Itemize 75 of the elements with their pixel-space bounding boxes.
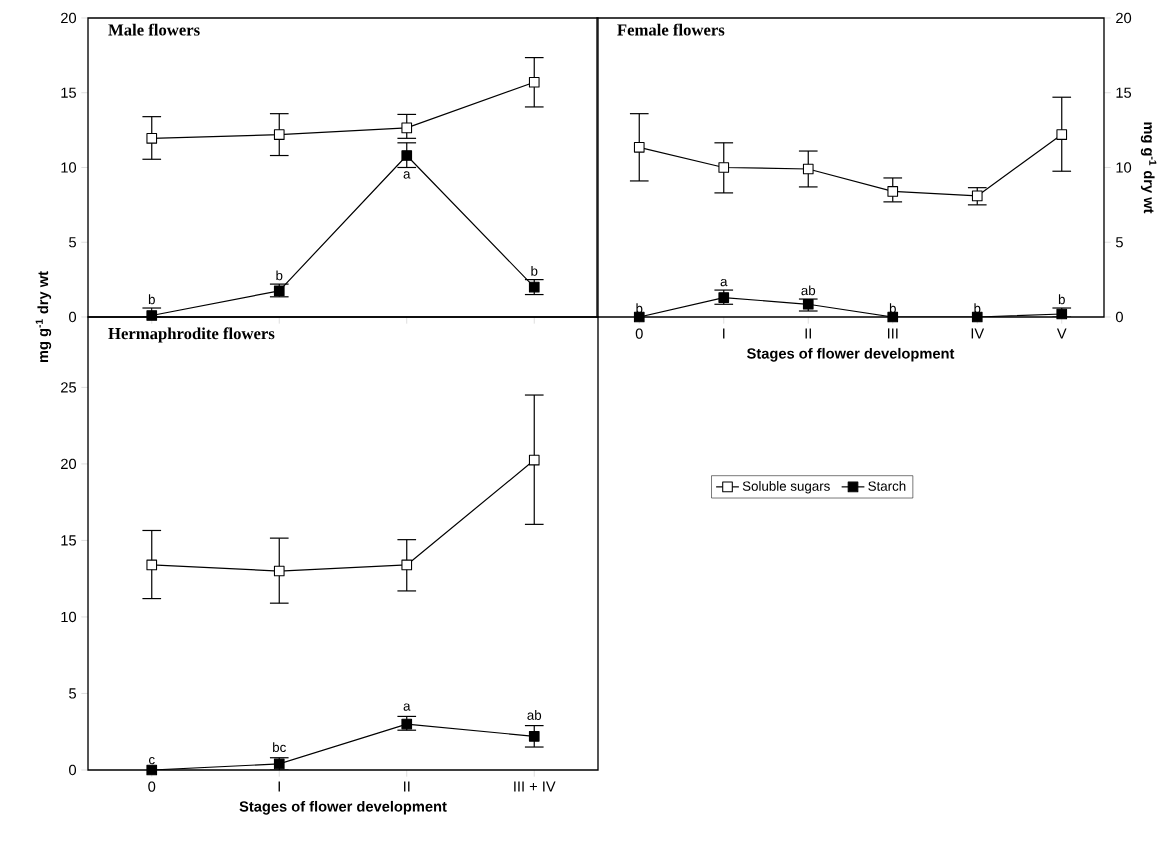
y-tick-label: 10	[61, 611, 77, 623]
point	[802, 163, 814, 175]
annotation: b	[148, 294, 155, 305]
point	[146, 559, 158, 571]
annotation: b	[1058, 294, 1065, 305]
point	[528, 76, 540, 88]
annotation: b	[974, 303, 981, 314]
x-tick-label: I	[278, 781, 280, 792]
point	[887, 311, 899, 323]
point	[273, 285, 285, 297]
y-tick-label: 20	[61, 458, 77, 470]
point	[528, 730, 540, 742]
y-tick-label: 5	[69, 688, 76, 699]
point	[1056, 308, 1068, 320]
point	[401, 718, 413, 730]
point	[633, 141, 645, 153]
y-axis-title: mg g$^{-1}$ dry wt	[1140, 122, 1157, 214]
annotation: bc	[273, 742, 286, 753]
x-tick-label: V	[1056, 328, 1067, 339]
y-axis-title: mg g$^{-1}$ dry wt	[35, 271, 52, 363]
y-tick-label: 20	[1116, 12, 1132, 24]
point	[273, 758, 285, 770]
point	[971, 311, 983, 323]
x-tick-label: II	[805, 328, 811, 339]
legend-label: Starch	[868, 481, 906, 491]
text: Hermaphrodite flowers	[108, 327, 275, 343]
x-tick-label: I	[723, 328, 725, 339]
x-tick-label: III + IV	[514, 781, 556, 792]
point	[401, 122, 413, 134]
y-tick-label: 15	[61, 87, 76, 98]
point	[401, 150, 413, 161]
y-tick-label: 25	[61, 382, 76, 393]
annotation: ab	[801, 285, 816, 296]
x-tick-label: 0	[635, 328, 643, 339]
annotation: b	[531, 265, 538, 276]
point	[971, 190, 983, 202]
annotation: b	[889, 303, 896, 314]
annotation: c	[148, 756, 155, 765]
point	[401, 559, 413, 571]
annotation: a	[403, 171, 411, 179]
x-tick-label: IV	[971, 328, 985, 339]
point	[718, 292, 730, 303]
point	[273, 565, 285, 577]
annotation: ab	[527, 710, 542, 720]
annotation: b	[276, 270, 283, 281]
annotation: a	[720, 278, 728, 287]
y-tick-label: 0	[1115, 311, 1123, 323]
y-tick-label: 0	[69, 764, 77, 776]
y-tick-label: 15	[61, 535, 76, 546]
legend-label: Soluble sugars	[742, 481, 830, 494]
x-axis-title: Stages of flower development	[239, 800, 447, 815]
point	[718, 162, 730, 173]
y-tick-label: 5	[1115, 237, 1123, 248]
x-tick-label: 0	[148, 781, 156, 792]
y-tick-label: 10	[61, 162, 77, 173]
y-tick-label: 5	[69, 237, 76, 248]
y-tick-label: 10	[1116, 162, 1132, 173]
annotation: a	[403, 703, 411, 711]
chart-title: Male flowers	[108, 23, 200, 36]
point	[146, 132, 158, 144]
y-tick-label: 0	[69, 311, 77, 323]
point	[1056, 129, 1068, 140]
point	[887, 186, 899, 197]
x-tick-label: II	[404, 781, 410, 792]
x-axis-title: Stages of flower development	[747, 347, 955, 362]
point	[528, 454, 540, 466]
point	[802, 298, 814, 310]
x-tick-label: III	[888, 328, 898, 339]
point	[146, 764, 158, 776]
y-tick-label: 15	[1116, 87, 1132, 98]
chart-title: Female flowers	[617, 23, 725, 36]
annotation: b	[636, 303, 643, 314]
y-tick-label: 20	[61, 12, 77, 24]
point	[633, 311, 645, 323]
point	[273, 129, 285, 140]
